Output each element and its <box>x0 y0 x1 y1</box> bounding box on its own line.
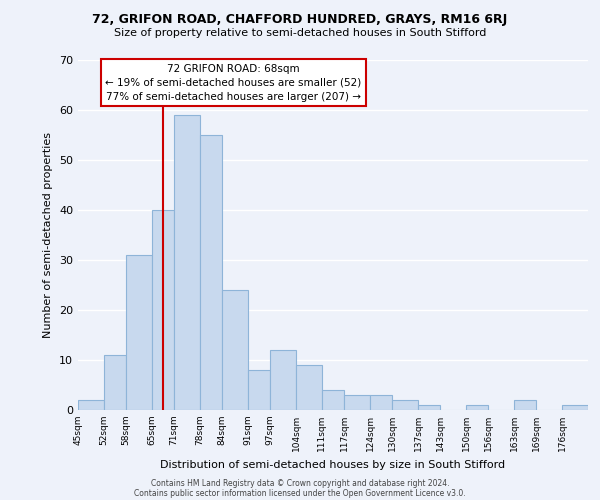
Text: Size of property relative to semi-detached houses in South Stifford: Size of property relative to semi-detach… <box>114 28 486 38</box>
Bar <box>418 405 440 410</box>
Text: 72 GRIFON ROAD: 68sqm
← 19% of semi-detached houses are smaller (52)
77% of semi: 72 GRIFON ROAD: 68sqm ← 19% of semi-deta… <box>106 64 362 102</box>
Bar <box>174 115 200 410</box>
Bar <box>344 395 370 410</box>
Bar <box>466 405 488 410</box>
Bar <box>200 135 222 410</box>
Bar <box>104 355 126 410</box>
Bar <box>562 405 588 410</box>
Bar <box>296 365 322 410</box>
Bar <box>392 400 418 410</box>
Bar <box>152 210 174 410</box>
Text: Contains public sector information licensed under the Open Government Licence v3: Contains public sector information licen… <box>134 488 466 498</box>
X-axis label: Distribution of semi-detached houses by size in South Stifford: Distribution of semi-detached houses by … <box>160 460 506 469</box>
Bar <box>248 370 270 410</box>
Bar <box>222 290 248 410</box>
Bar <box>370 395 392 410</box>
Text: 72, GRIFON ROAD, CHAFFORD HUNDRED, GRAYS, RM16 6RJ: 72, GRIFON ROAD, CHAFFORD HUNDRED, GRAYS… <box>92 12 508 26</box>
Y-axis label: Number of semi-detached properties: Number of semi-detached properties <box>43 132 53 338</box>
Bar <box>514 400 536 410</box>
Bar <box>78 400 104 410</box>
Bar <box>322 390 344 410</box>
Text: Contains HM Land Registry data © Crown copyright and database right 2024.: Contains HM Land Registry data © Crown c… <box>151 478 449 488</box>
Bar <box>270 350 296 410</box>
Bar <box>126 255 152 410</box>
